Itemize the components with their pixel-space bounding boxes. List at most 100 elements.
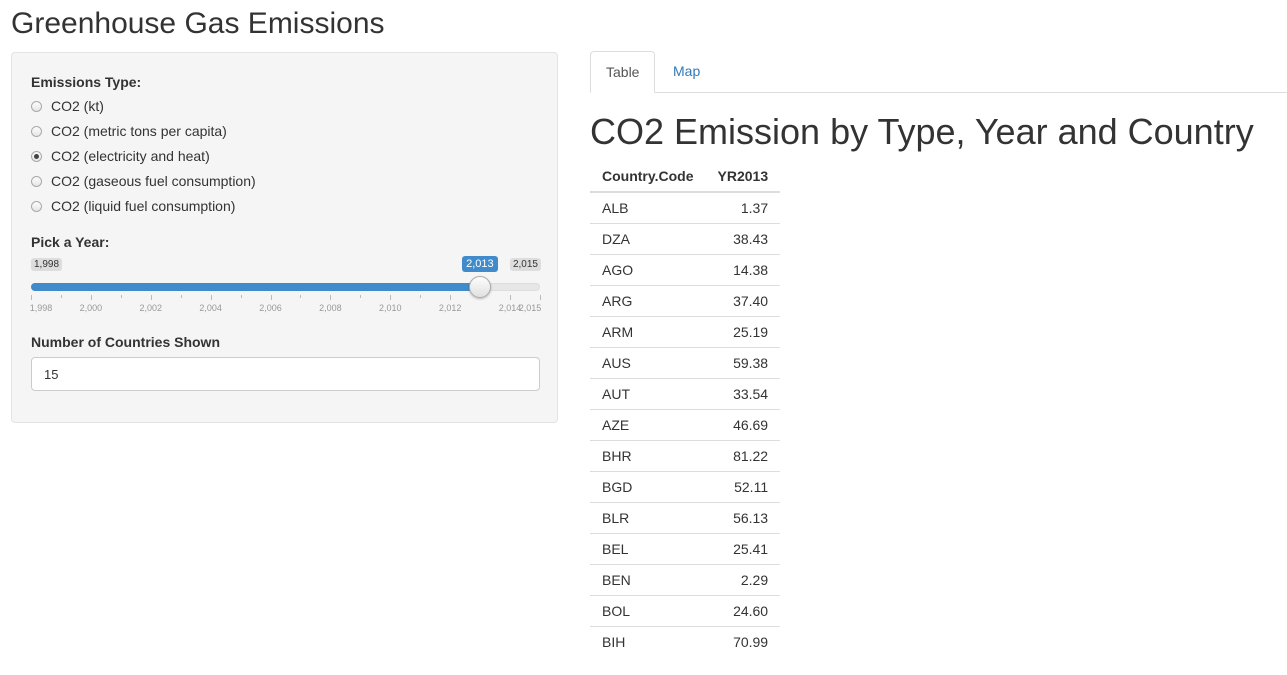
country-code-cell: BGD <box>590 470 706 502</box>
slider-tick <box>120 295 122 298</box>
country-code-cell: AZE <box>590 408 706 440</box>
country-code-cell: BLR <box>590 501 706 533</box>
country-code-cell: BEN <box>590 563 706 595</box>
slider-tick-label: 2,004 <box>199 303 222 313</box>
table-row: DZA 38.43 <box>590 222 781 254</box>
slider-tick-label: 2,006 <box>259 303 282 313</box>
slider-tick <box>180 295 182 298</box>
emission-value-cell: 33.54 <box>705 377 781 409</box>
table-row: BIH 70.99 <box>590 625 781 657</box>
slider-tick-label: 1,998 <box>29 303 53 313</box>
radio-label: CO2 (liquid fuel consumption) <box>51 198 236 214</box>
country-code-cell: BOL <box>590 594 706 626</box>
pick-year-label: Pick a Year: <box>31 234 110 250</box>
tab-table[interactable]: Table <box>590 51 656 93</box>
radio-option-co2-gaseous-fuel[interactable]: CO2 (gaseous fuel consumption) <box>31 171 256 191</box>
slider-current-value: 2,013 <box>462 256 498 272</box>
emission-value-cell: 59.38 <box>705 346 781 378</box>
country-code-cell: ARM <box>590 315 706 347</box>
slider-tick <box>60 295 62 298</box>
slider-tick-label: 2,002 <box>139 303 163 313</box>
radio-button[interactable] <box>31 200 42 212</box>
radio-button[interactable] <box>31 100 42 112</box>
radio-button[interactable] <box>31 125 42 137</box>
emissions-table: Country.Code YR2013 ALB 1.37 DZA 38.43 AGO… <box>590 161 781 657</box>
tab-map[interactable]: Map <box>673 63 701 79</box>
countries-shown-label: Number of Countries Shown <box>31 334 220 350</box>
slider-tick <box>150 295 152 300</box>
table-row: AZE 46.69 <box>590 408 781 440</box>
table-row: ARG 37.40 <box>590 284 781 316</box>
slider-tick-label: 2,000 <box>79 303 103 313</box>
emission-value-cell: 56.13 <box>705 501 781 533</box>
slider-tick-label: 2,008 <box>319 303 342 313</box>
year-slider[interactable]: 1,998 2,015 2,013 1,998 2,000 2,002 2,004 2,… <box>29 255 542 315</box>
radio-label: CO2 (electricity and heat) <box>51 148 210 164</box>
slider-tick <box>31 295 32 300</box>
countries-number-input[interactable] <box>31 357 540 391</box>
slider-tick-label: 2,014 <box>498 303 522 313</box>
radio-label: CO2 (gaseous fuel consumption) <box>51 173 256 189</box>
tab-bar: Table Map <box>590 51 1287 93</box>
slider-tick <box>540 295 541 300</box>
radio-label: CO2 (kt) <box>51 98 104 114</box>
slider-tick <box>450 295 452 300</box>
emission-value-cell: 52.11 <box>705 470 781 502</box>
country-code-cell: DZA <box>590 222 706 254</box>
country-code-cell: BHR <box>590 439 706 471</box>
table-header-row: Country.Code YR2013 <box>590 161 781 193</box>
table-row: AUT 33.54 <box>590 377 781 409</box>
column-header-country-code[interactable]: Country.Code <box>590 161 706 193</box>
table-row: BGD 52.11 <box>590 470 781 502</box>
emission-value-cell: 24.60 <box>705 594 781 626</box>
emission-value-cell: 37.40 <box>705 284 781 316</box>
emission-value-cell: 2.29 <box>705 563 781 595</box>
column-header-yr2013[interactable]: YR2013 <box>705 161 781 193</box>
slider-tick <box>390 295 392 300</box>
emission-value-cell: 46.69 <box>705 408 781 440</box>
slider-tick <box>510 295 512 300</box>
radio-option-co2-electricity-heat[interactable]: CO2 (electricity and heat) <box>31 146 210 166</box>
emission-value-cell: 81.22 <box>705 439 781 471</box>
table-row: BHR 81.22 <box>590 439 781 471</box>
slider-tick-label: 2,015 <box>518 303 542 313</box>
slider-tick <box>330 295 332 300</box>
radio-button[interactable] <box>31 175 42 187</box>
slider-max-label: 2,015 <box>509 258 541 271</box>
slider-tick <box>270 295 272 300</box>
table-row: ARM 25.19 <box>590 315 781 347</box>
slider-tick <box>210 295 212 300</box>
slider-tick-label: 2,012 <box>438 303 462 313</box>
slider-tick <box>420 295 422 298</box>
radio-option-co2-kt[interactable]: CO2 (kt) <box>31 96 104 116</box>
radio-button-selected[interactable] <box>31 150 42 162</box>
emission-value-cell: 70.99 <box>705 625 781 657</box>
slider-min-label: 1,998 <box>31 258 63 271</box>
emission-value-cell: 25.41 <box>705 532 781 564</box>
country-code-cell: AUS <box>590 346 706 378</box>
slider-tick-label: 2,010 <box>379 303 402 313</box>
table-row: BOL 24.60 <box>590 594 781 626</box>
table-row: BEL 25.41 <box>590 532 781 564</box>
slider-fill <box>31 283 481 291</box>
table-row: AUS 59.38 <box>590 346 781 378</box>
app-title: Greenhouse Gas Emissions <box>11 7 385 40</box>
slider-tick <box>90 295 92 300</box>
country-code-cell: ARG <box>590 284 706 316</box>
table-row: BLR 56.13 <box>590 501 781 533</box>
country-code-cell: BEL <box>590 532 706 564</box>
emission-value-cell: 38.43 <box>705 222 781 254</box>
emission-value-cell: 14.38 <box>705 253 781 285</box>
slider-tick <box>240 295 242 298</box>
sidebar-panel: Emissions Type: CO2 (kt) CO2 (metric ton… <box>11 52 558 423</box>
table-heading: CO2 Emission by Type, Year and Country <box>590 111 1254 152</box>
country-code-cell: BIH <box>590 625 706 657</box>
emissions-type-label: Emissions Type: <box>31 74 142 90</box>
country-code-cell: AUT <box>590 377 706 409</box>
radio-option-co2-per-capita[interactable]: CO2 (metric tons per capita) <box>31 121 227 141</box>
radio-option-co2-liquid-fuel[interactable]: CO2 (liquid fuel consumption) <box>31 196 235 216</box>
emission-value-cell: 25.19 <box>705 315 781 347</box>
slider-tick <box>360 295 362 298</box>
slider-handle[interactable] <box>469 276 492 298</box>
emission-value-cell: 1.37 <box>740 199 769 216</box>
